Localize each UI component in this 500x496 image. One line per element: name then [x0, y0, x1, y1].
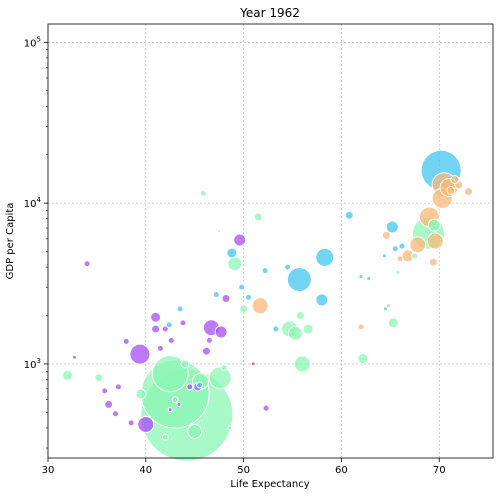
bubble-point [272, 325, 280, 333]
bubble-point [227, 256, 243, 272]
bubble-point [167, 336, 175, 344]
x-tick-label: 60 [335, 465, 348, 476]
bubble-point [238, 283, 246, 291]
bubble-point [387, 317, 399, 329]
bubble-point [196, 381, 204, 389]
bubble-point [71, 354, 77, 360]
bubble-point [358, 273, 364, 279]
bubble-point [446, 185, 456, 195]
bubble-point [427, 218, 441, 232]
bubble-point [176, 401, 182, 407]
bubble-point [83, 260, 91, 268]
bubble-point [227, 425, 233, 431]
bubble-point [239, 304, 249, 314]
bubble-point [391, 245, 399, 253]
bubble-point [226, 247, 238, 259]
bubble-point [286, 266, 312, 292]
bubble-point [398, 242, 406, 250]
bubble-point [129, 343, 151, 365]
bubble-point [167, 407, 173, 413]
y-tick-label: 103 [24, 357, 41, 371]
bubble-point [135, 388, 147, 400]
bubble-point [261, 267, 269, 275]
bubble-point [217, 229, 221, 233]
bubble-point [161, 325, 169, 333]
bubble-point [179, 319, 187, 327]
bubble-point [382, 306, 388, 312]
bubble-point [101, 387, 109, 395]
bubble-point [293, 355, 311, 373]
bubble-point [426, 232, 444, 250]
bubble-point [171, 396, 179, 404]
bubble-point [205, 336, 213, 344]
bubble-point [201, 346, 211, 356]
bubble-point [428, 257, 438, 267]
bubble-point [450, 175, 460, 185]
bubble-point [357, 323, 365, 331]
bubble-point [200, 189, 208, 197]
bubble-point [302, 323, 314, 335]
bubble-point [464, 187, 474, 197]
bubble-point [214, 325, 228, 339]
bubble-point [176, 305, 184, 313]
bubble-point [253, 212, 263, 222]
bubble-point [250, 361, 256, 367]
bubble-point [366, 275, 372, 281]
y-tick-label: 105 [24, 35, 41, 49]
y-axis-label: GDP per Capita [5, 203, 16, 280]
x-axis-label: Life Expectancy [230, 479, 309, 490]
bubble-point [244, 293, 252, 301]
bubble-point [233, 233, 247, 247]
bubble-point [186, 383, 194, 391]
bubble-point [385, 303, 391, 309]
bubble-point [156, 344, 164, 352]
x-tick-label: 70 [433, 465, 446, 476]
bubble-point [180, 359, 190, 369]
bubble-point [315, 293, 329, 307]
bubbles [62, 149, 474, 462]
bubble-point [104, 399, 114, 409]
bubble-point [344, 210, 354, 220]
bubble-point [357, 353, 369, 365]
bubble-point [220, 364, 228, 372]
chart-title: Year 1962 [239, 6, 300, 20]
bubble-point [187, 423, 203, 439]
bubble-point [111, 410, 119, 418]
bubble-point [396, 255, 404, 263]
y-axis-ticks: 103 104 105 [24, 35, 48, 449]
bubble-point [151, 324, 161, 334]
bubble-point [221, 294, 231, 304]
x-tick-label: 30 [42, 465, 55, 476]
bubble-point [127, 419, 135, 427]
y-tick-label: 104 [24, 196, 42, 210]
bubble-point [114, 383, 122, 391]
bubble-point [284, 263, 292, 271]
bubble-point [381, 230, 391, 240]
bubble-point [385, 220, 399, 234]
x-tick-label: 50 [237, 465, 250, 476]
bubble-point [122, 337, 130, 345]
bubble-point [287, 325, 303, 341]
bubble-point [409, 236, 427, 254]
bubble-point [295, 311, 305, 321]
x-tick-label: 40 [139, 465, 152, 476]
bubble-point [94, 373, 104, 383]
bubble-point [208, 366, 232, 390]
x-axis-ticks: 30 40 50 60 70 [42, 458, 446, 476]
bubble-point [150, 311, 162, 323]
bubble-point [411, 252, 419, 260]
bubble-point [161, 433, 169, 441]
bubble-point [137, 416, 155, 434]
bubble-point [315, 247, 335, 267]
plot-frame [47, 23, 494, 459]
bubble-point [381, 253, 387, 259]
bubble-point [251, 297, 269, 315]
bubble-point [165, 321, 173, 329]
bubble-point [62, 369, 74, 381]
bubble-point [212, 291, 220, 299]
bubble-point [262, 404, 270, 412]
bubble-point [151, 355, 189, 393]
bubble-point [395, 270, 401, 276]
